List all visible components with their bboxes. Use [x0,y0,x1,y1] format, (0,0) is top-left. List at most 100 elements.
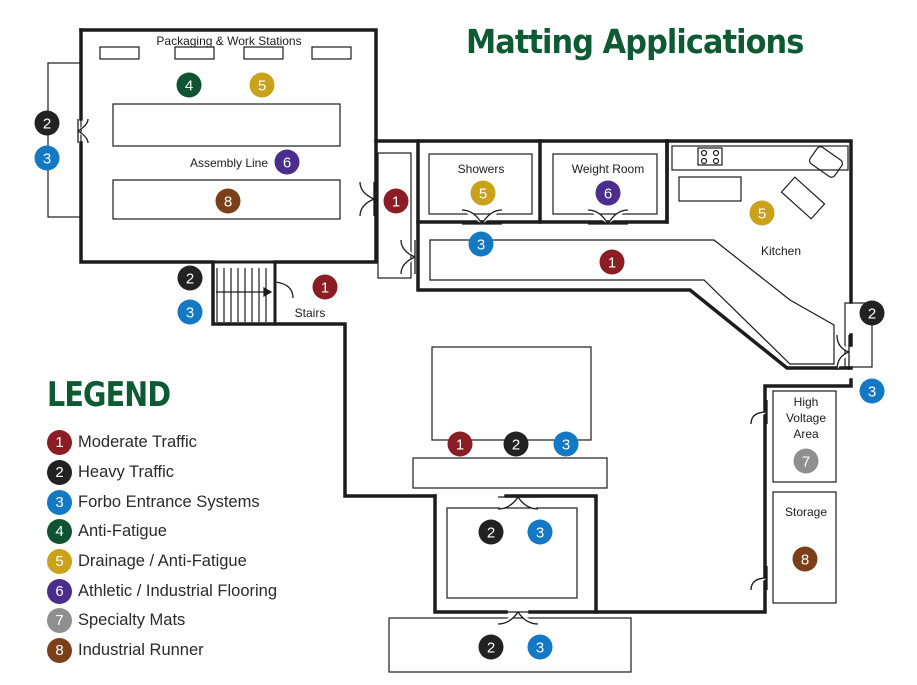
vestibule-wall [433,494,508,614]
marker-number: 2 [487,640,495,657]
legend-item: 5 Drainage / Anti-Fatigue [47,547,277,577]
marker: 3 [527,634,553,660]
marker: 3 [177,299,203,325]
legend-item: 7 Specialty Mats [47,606,277,636]
legend-label: Specialty Mats [78,611,186,630]
showers-inner [428,153,533,215]
page-title: Matting Applications [466,22,804,61]
entry-bench [388,617,632,673]
marker: 1 [383,188,409,214]
marker-number: 3 [43,151,51,168]
workstation-1 [99,46,140,60]
sink [808,146,844,178]
fixtures [99,46,873,673]
kitchen-table [780,176,826,220]
marker-number: 2 [487,525,495,542]
legend-label: Drainage / Anti-Fatigue [78,552,247,571]
marker: 6 [595,180,621,206]
marker-number: 3 [536,525,544,542]
marker: 1 [599,249,625,275]
right-door-panel [844,302,873,368]
marker-number: 2 [186,271,194,288]
door-stairs [274,281,294,302]
door-east [836,334,850,371]
room-label-showers: Showers [458,162,505,176]
marker: 3 [553,431,579,457]
marker: 2 [478,519,504,545]
marker-number: 1 [456,437,464,454]
legend-badge: 8 [47,638,72,664]
hall-panel [377,152,412,279]
kitchen-counter [671,145,849,171]
marker-number: 6 [604,186,612,203]
door-weight-room [587,209,629,225]
legend-item: 8 Industrial Runner [47,636,277,666]
legend-label: Athletic / Industrial Flooring [78,581,278,600]
corridor-wall [416,139,853,370]
weight-room-inner [552,153,658,215]
legend-badge: 3 [47,489,72,515]
workstation-4 [311,46,352,60]
legend-label: Moderate Traffic [78,433,197,452]
marker: 7 [793,448,819,474]
vestibule-inner [446,507,578,599]
room-label-high-voltage-2: Voltage [786,411,826,425]
marker: 8 [792,546,818,572]
central-room [431,346,592,441]
marker: 5 [749,200,775,226]
marker: 2 [503,431,529,457]
high-voltage-room [772,390,837,483]
marker: 3 [859,378,885,404]
room-label-storage: Storage [785,505,827,519]
marker-number: 1 [392,194,400,211]
marker: 5 [249,72,275,98]
marker: 2 [859,300,885,326]
marker-number: 2 [512,437,520,454]
legend-badge: 5 [47,549,72,575]
room-label-assembly: Assembly Line [190,156,268,170]
marker-number: 3 [868,384,876,401]
corridor-counter [429,239,835,365]
doors [77,118,850,625]
stair-treads [216,268,267,322]
marker-number: 2 [43,116,51,133]
burner [712,157,720,165]
marker-number: 8 [801,552,809,569]
door-high-voltage [750,400,768,425]
door-showers [461,209,503,225]
workstation-3 [243,46,284,60]
room-label-packaging: Packaging & Work Stations [156,34,301,48]
marker-number: 1 [608,255,616,272]
assembly-table-bottom [112,179,341,220]
central-bench [412,457,608,489]
room-label-kitchen: Kitchen [761,244,801,258]
marker-number: 5 [479,186,487,203]
legend-badge: 2 [47,460,72,486]
door-vestibule-north [497,496,539,510]
legend-item: 4 Anti-Fatigue [47,517,277,547]
left-wall-panel [47,62,82,218]
door-west [77,118,89,144]
door-vestibule-south [497,611,539,625]
legend-label: Industrial Runner [78,641,204,660]
burner [700,157,708,165]
storage-room [772,491,837,604]
marker-number: 2 [868,306,876,323]
legend-title: LEGEND [47,375,171,415]
burner [712,149,720,157]
legend-label: Heavy Traffic [78,463,174,482]
marker-number: 3 [477,237,485,254]
legend-item: 6 Athletic / Industrial Flooring [47,576,277,606]
room-label-stairs: Stairs [295,306,326,320]
legend-list: 1 Moderate Traffic 2 Heavy Traffic 3 Forbo … [47,428,277,666]
legend-label: Anti-Fatigue [78,522,167,541]
door-assembly [359,181,375,217]
marker: 2 [478,634,504,660]
legend-badge: 7 [47,608,72,634]
room-label-weight-room: Weight Room [572,162,644,176]
door-hall [400,239,416,275]
marker: 3 [527,519,553,545]
legend-item: 2 Heavy Traffic [47,458,277,488]
legend-badge: 6 [47,578,72,604]
